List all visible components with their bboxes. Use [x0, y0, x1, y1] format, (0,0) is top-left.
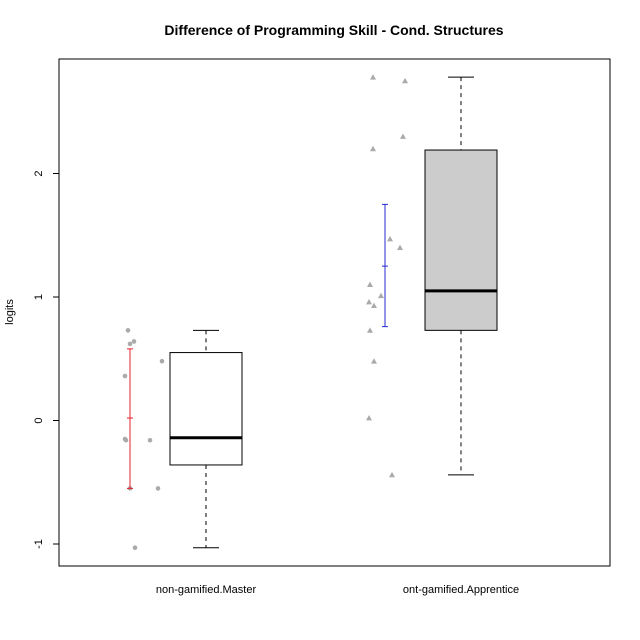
- error-bar-2: [382, 203, 388, 328]
- data-point-triangle: [371, 302, 377, 309]
- data-point-triangle: [387, 235, 393, 242]
- box-iqr: [424, 149, 498, 331]
- box-1: [169, 329, 243, 549]
- data-point-circle: [127, 341, 133, 347]
- x-tick-label: ont-gamified.Apprentice: [403, 584, 519, 596]
- y-axis: -1 0 1 2: [33, 170, 60, 549]
- y-tick-label: 2: [33, 170, 45, 176]
- data-point-circle: [132, 545, 138, 551]
- data-point-triangle: [378, 292, 384, 299]
- plot-frame: [58, 58, 611, 567]
- data-point-triangle: [371, 358, 377, 364]
- y-tick-label: 1: [33, 294, 45, 300]
- chart-title: Difference of Programming Skill - Cond. …: [164, 22, 503, 38]
- data-point-circle: [155, 486, 161, 491]
- data-point-circle: [123, 437, 129, 443]
- data-point-triangle: [402, 77, 408, 84]
- box-iqr: [169, 352, 243, 466]
- y-axis-label: logits: [4, 299, 16, 325]
- error-bar-1: [127, 348, 133, 489]
- data-point-circle: [131, 339, 137, 344]
- boxes-layer: [169, 76, 498, 549]
- data-point-circle: [125, 328, 131, 333]
- data-point-triangle: [367, 327, 373, 333]
- data-point-circle: [122, 373, 128, 379]
- y-tick-label: -1: [33, 539, 45, 549]
- x-tick-label: non-gamified.Master: [156, 584, 257, 596]
- y-tick-label: 0: [33, 417, 45, 423]
- data-point-triangle: [389, 471, 395, 478]
- data-point-circle: [159, 358, 165, 364]
- data-point-triangle: [366, 415, 372, 421]
- data-point-circle: [147, 437, 153, 443]
- data-point-triangle: [370, 145, 376, 152]
- data-point-triangle: [370, 74, 376, 80]
- data-point-triangle: [367, 281, 373, 288]
- data-point-triangle: [397, 244, 403, 250]
- data-point-triangle: [366, 298, 372, 305]
- box-2: [424, 76, 498, 476]
- data-point-triangle: [400, 133, 406, 139]
- errorbars-layer: [127, 203, 388, 489]
- x-axis: non-gamified.Master ont-gamified.Apprenti…: [156, 584, 519, 596]
- points-layer: [122, 74, 408, 551]
